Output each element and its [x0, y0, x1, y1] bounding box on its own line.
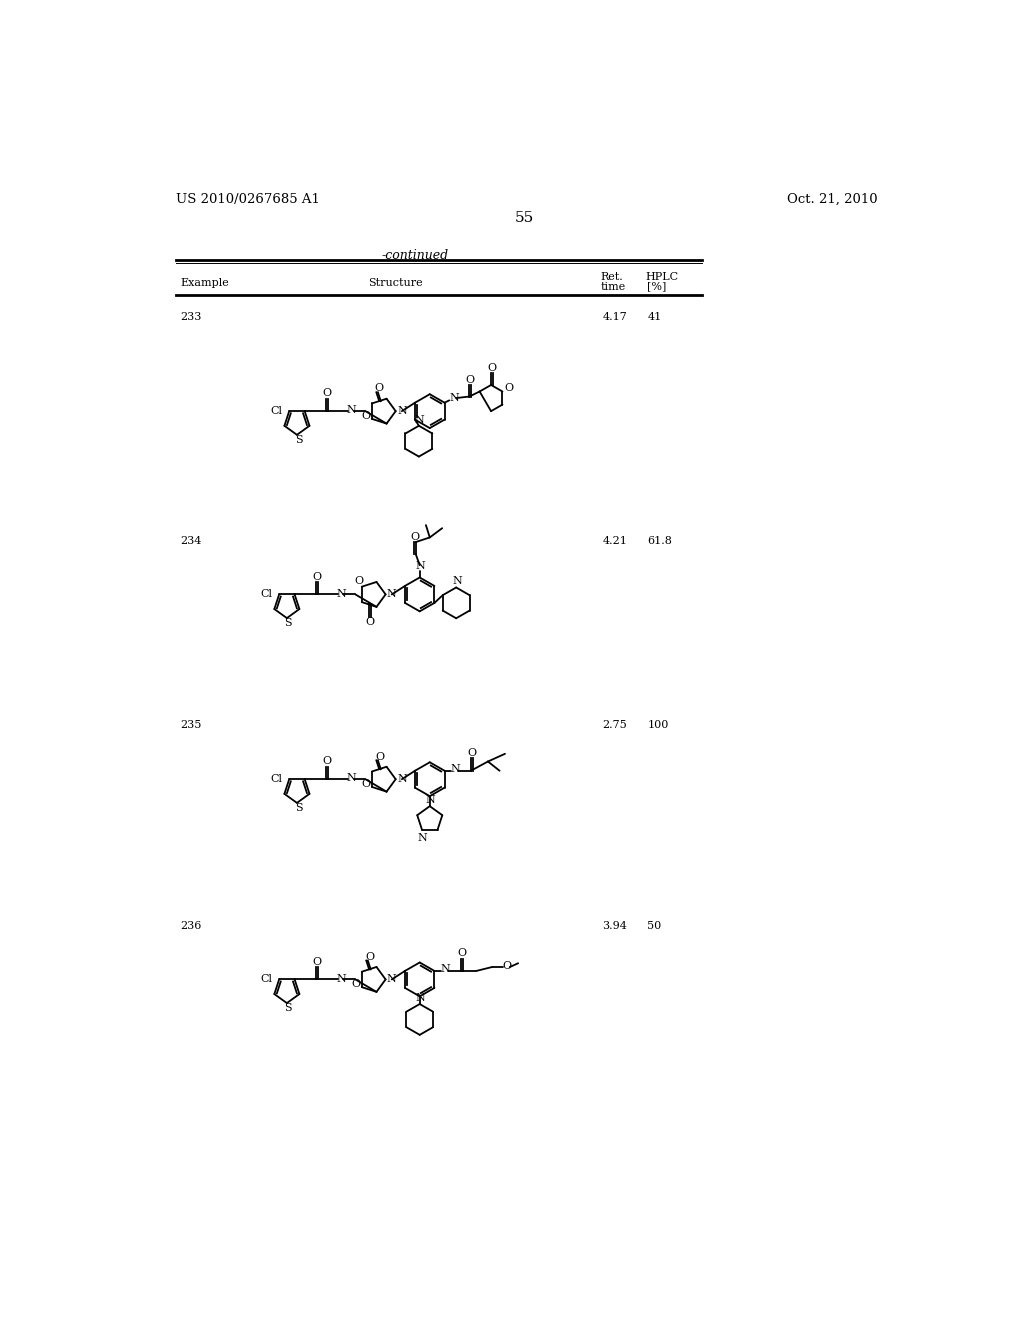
Text: Structure: Structure	[369, 277, 423, 288]
Text: time: time	[601, 281, 626, 292]
Text: S: S	[295, 804, 302, 813]
Text: O: O	[312, 957, 322, 966]
Text: HPLC: HPLC	[646, 272, 679, 282]
Text: N: N	[346, 405, 356, 416]
Text: N: N	[416, 993, 425, 1003]
Text: O: O	[411, 532, 420, 541]
Text: O: O	[323, 756, 332, 767]
Text: 55: 55	[515, 211, 535, 224]
Text: -continued: -continued	[381, 249, 449, 263]
Text: Ret.: Ret.	[601, 272, 624, 282]
Text: Cl: Cl	[261, 974, 272, 985]
Text: 2.75: 2.75	[602, 721, 627, 730]
Text: N: N	[452, 577, 462, 586]
Text: N: N	[336, 589, 346, 599]
Text: O: O	[361, 779, 371, 789]
Text: N: N	[397, 775, 407, 784]
Text: O: O	[361, 411, 371, 421]
Text: O: O	[503, 961, 512, 970]
Text: N: N	[426, 795, 435, 805]
Text: 236: 236	[180, 921, 202, 931]
Text: N: N	[418, 833, 428, 842]
Text: S: S	[295, 436, 302, 445]
Text: 50: 50	[647, 921, 662, 931]
Text: S: S	[285, 1003, 292, 1014]
Text: O: O	[457, 948, 466, 958]
Text: O: O	[466, 375, 475, 384]
Text: N: N	[449, 393, 459, 403]
Text: O: O	[354, 576, 364, 586]
Text: N: N	[416, 561, 425, 572]
Text: O: O	[323, 388, 332, 399]
Text: N: N	[440, 965, 451, 974]
Text: O: O	[366, 953, 375, 962]
Text: 100: 100	[647, 721, 669, 730]
Text: 41: 41	[647, 313, 662, 322]
Text: O: O	[487, 363, 497, 374]
Text: Cl: Cl	[270, 775, 283, 784]
Text: [%]: [%]	[647, 281, 667, 292]
Text: O: O	[366, 618, 375, 627]
Text: O: O	[376, 752, 385, 762]
Text: N: N	[415, 414, 425, 425]
Text: Cl: Cl	[261, 590, 272, 599]
Text: Oct. 21, 2010: Oct. 21, 2010	[786, 193, 878, 206]
Text: 234: 234	[180, 536, 202, 545]
Text: N: N	[387, 974, 396, 985]
Text: N: N	[451, 764, 460, 775]
Text: N: N	[346, 774, 356, 784]
Text: Cl: Cl	[270, 407, 283, 416]
Text: 61.8: 61.8	[647, 536, 672, 545]
Text: N: N	[387, 590, 396, 599]
Text: 235: 235	[180, 721, 202, 730]
Text: O: O	[312, 572, 322, 582]
Text: N: N	[336, 974, 346, 983]
Text: 3.94: 3.94	[602, 921, 627, 931]
Text: 4.21: 4.21	[602, 536, 627, 545]
Text: 233: 233	[180, 313, 202, 322]
Text: O: O	[504, 383, 513, 393]
Text: US 2010/0267685 A1: US 2010/0267685 A1	[176, 193, 319, 206]
Text: N: N	[397, 407, 407, 416]
Text: 4.17: 4.17	[602, 313, 627, 322]
Text: O: O	[351, 979, 360, 989]
Text: Example: Example	[180, 277, 228, 288]
Text: S: S	[285, 619, 292, 628]
Text: O: O	[467, 748, 476, 758]
Text: O: O	[375, 383, 384, 393]
